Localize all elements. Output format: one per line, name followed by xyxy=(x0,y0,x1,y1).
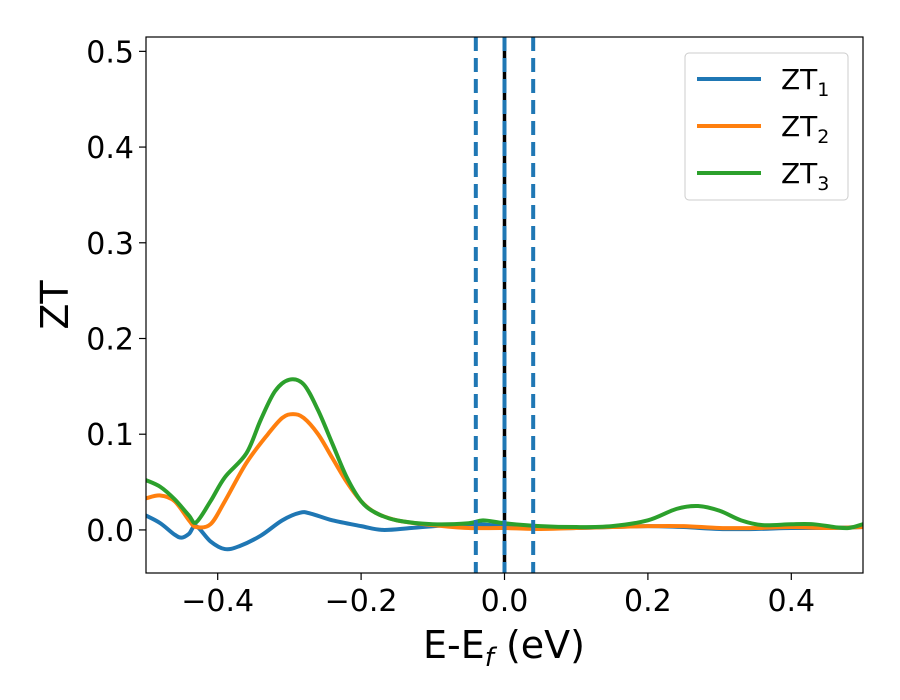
legend-entries: ZT1 ZT2 ZT3 xyxy=(697,63,829,195)
legend-box xyxy=(684,52,849,201)
legend-label-zt3: ZT3 xyxy=(781,157,829,195)
series-line-zt3 xyxy=(146,377,863,531)
x-axis-ticks: −0.4 −0.2 0.0 0.2 0.4 xyxy=(181,573,815,619)
legend-label-zt1: ZT1 xyxy=(781,63,829,101)
x-axis-label-unit: (eV) xyxy=(494,623,585,667)
y-tick-label: 0.5 xyxy=(86,35,134,70)
x-tick-label: 0.0 xyxy=(481,584,529,619)
y-tick-label: 0.0 xyxy=(86,514,134,549)
legend-label-zt2: ZT2 xyxy=(781,110,829,148)
vertical-lines-layer xyxy=(473,37,536,573)
legend: ZT1 ZT2 ZT3 xyxy=(684,52,849,201)
y-axis-label: ZT xyxy=(33,280,77,330)
x-tick-label: −0.2 xyxy=(325,584,398,619)
x-axis-label: E-Ef (eV) xyxy=(423,623,585,673)
x-tick-label: 0.2 xyxy=(624,584,672,619)
y-tick-label: 0.2 xyxy=(86,323,134,358)
y-tick-label: 0.1 xyxy=(86,418,134,453)
x-tick-label: −0.4 xyxy=(181,584,254,619)
y-tick-label: 0.4 xyxy=(86,131,134,166)
y-tick-label: 0.3 xyxy=(86,227,134,262)
series-layer xyxy=(146,377,863,552)
y-axis-ticks: 0.0 0.1 0.2 0.3 0.4 0.5 xyxy=(86,35,146,549)
x-tick-label: 0.4 xyxy=(767,584,815,619)
